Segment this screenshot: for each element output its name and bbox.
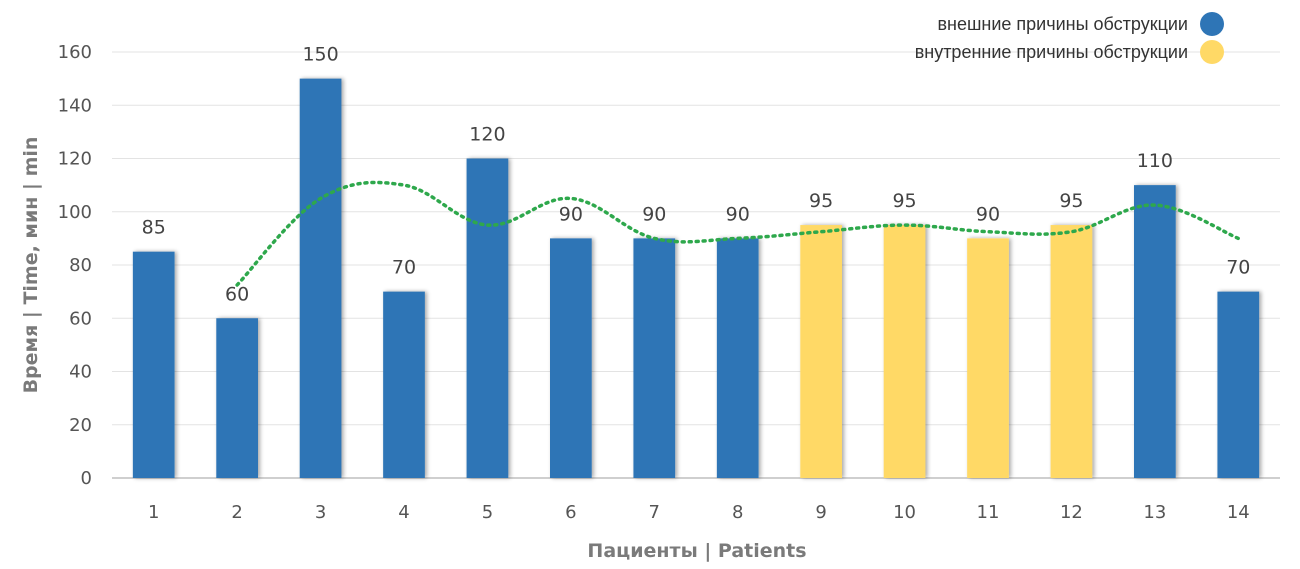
data-label: 95 (809, 190, 833, 212)
x-tick-label: 3 (315, 502, 326, 523)
x-tick-label: 2 (231, 502, 242, 523)
x-tick-label: 11 (977, 502, 1000, 523)
gridlines (112, 51, 1280, 479)
x-tick-label: 4 (398, 502, 409, 523)
data-labels: 85 60 150 70 120 90 90 90 95 95 90 95 110 70 (142, 44, 1251, 306)
data-label: 90 (726, 203, 750, 225)
data-label: 90 (642, 203, 666, 225)
bar (633, 238, 676, 478)
x-tick-label: 5 (482, 502, 493, 523)
x-tick-label: 12 (1060, 502, 1083, 523)
bar (883, 225, 926, 478)
y-tick-label: 160 (58, 42, 92, 63)
data-label: 95 (892, 190, 916, 212)
data-label: 70 (1226, 257, 1250, 279)
bars (132, 78, 1260, 478)
x-tick-label: 1 (148, 502, 159, 523)
bar (299, 78, 342, 478)
x-tick-label: 10 (893, 502, 916, 523)
data-label: 150 (302, 44, 338, 66)
y-axis-ticks: 0 20 40 60 80 100 120 140 160 (58, 42, 92, 489)
x-tick-label: 7 (649, 502, 660, 523)
bar (550, 238, 592, 478)
y-tick-label: 140 (58, 95, 92, 116)
data-label: 95 (1059, 190, 1083, 212)
data-label: 90 (976, 203, 1000, 225)
legend-swatch (1200, 12, 1224, 36)
y-tick-label: 80 (69, 255, 92, 276)
bar (383, 291, 425, 478)
x-tick-label: 6 (565, 502, 576, 523)
bar (716, 238, 759, 478)
bar (1050, 225, 1093, 478)
legend-label: внешние причины обструкции (937, 14, 1188, 34)
y-tick-label: 120 (58, 149, 92, 170)
y-tick-label: 0 (81, 468, 92, 489)
y-axis-title: Время | Time, мин | min (20, 137, 42, 394)
data-label: 110 (1137, 150, 1173, 172)
data-label: 90 (559, 203, 583, 225)
bar (132, 251, 175, 478)
y-tick-label: 40 (69, 362, 92, 383)
x-tick-label: 13 (1143, 502, 1166, 523)
x-tick-label: 8 (732, 502, 743, 523)
legend: внешние причины обструкции внутренние при… (915, 12, 1224, 64)
data-label: 120 (469, 124, 505, 146)
bar (216, 318, 258, 478)
y-tick-label: 60 (69, 308, 92, 329)
bar (1134, 185, 1176, 478)
x-axis-ticks: 1 2 3 4 5 6 7 8 9 10 11 12 13 14 (148, 502, 1250, 523)
x-tick-label: 9 (815, 502, 826, 523)
legend-label: внутренние причины обструкции (915, 42, 1188, 62)
x-tick-label: 14 (1227, 502, 1250, 523)
bar (967, 238, 1009, 478)
x-axis-title: Пациенты | Patients (587, 540, 806, 562)
legend-swatch (1200, 40, 1224, 64)
data-label: 70 (392, 257, 416, 279)
bar (1217, 291, 1260, 478)
bar (466, 158, 509, 478)
data-label: 60 (225, 283, 249, 305)
trendline (235, 180, 1241, 287)
data-label: 85 (142, 217, 166, 239)
y-tick-label: 20 (69, 415, 92, 436)
bar (800, 225, 842, 478)
y-tick-label: 100 (58, 202, 92, 223)
